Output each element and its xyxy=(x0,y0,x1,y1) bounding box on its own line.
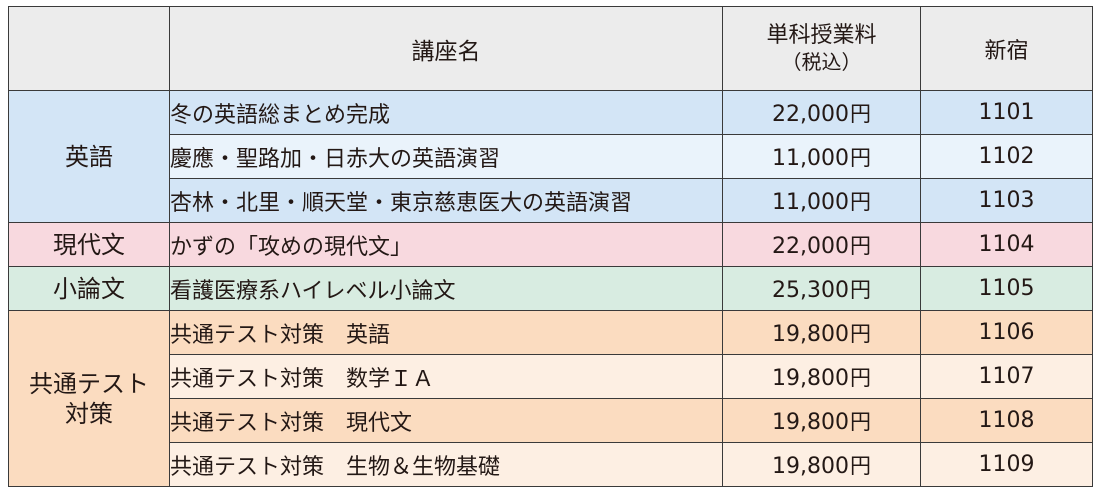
course-fee: 19,800円 xyxy=(722,354,921,399)
header-course-name: 講座名 xyxy=(169,6,723,91)
course-name: 慶應・聖路加・日赤大の英語演習 xyxy=(169,134,723,179)
category-common-test: 共通テスト 対策 xyxy=(8,310,170,487)
category-essay: 小論文 xyxy=(8,266,170,311)
course-name: 共通テスト対策 生物＆生物基礎 xyxy=(169,442,723,487)
header-location: 新宿 xyxy=(920,6,1093,91)
header-fee-label: 単科授業料 xyxy=(766,22,877,48)
course-fee-table: 講座名 単科授業料 （税込） 新宿 英語 冬の英語総まとめ完成 22,000円 … xyxy=(8,6,1093,487)
course-code: 1102 xyxy=(920,134,1093,179)
course-code: 1108 xyxy=(920,398,1093,443)
course-code: 1101 xyxy=(920,90,1093,135)
header-fee: 単科授業料 （税込） xyxy=(722,6,921,91)
table-row: 杏林・北里・順天堂・東京慈恵医大の英語演習 11,000円 1103 xyxy=(9,178,1093,223)
course-name: 共通テスト対策 数学ＩＡ xyxy=(169,354,723,399)
category-common-test-line2: 対策 xyxy=(65,399,113,428)
course-fee: 19,800円 xyxy=(722,310,921,355)
table-row: 共通テスト対策 生物＆生物基礎 19,800円 1109 xyxy=(9,442,1093,487)
table-row: 慶應・聖路加・日赤大の英語演習 11,000円 1102 xyxy=(9,134,1093,179)
course-name: 杏林・北里・順天堂・東京慈恵医大の英語演習 xyxy=(169,178,723,223)
header-category-cell xyxy=(8,6,170,91)
course-code: 1104 xyxy=(920,222,1093,267)
course-fee: 19,800円 xyxy=(722,442,921,487)
course-code: 1106 xyxy=(920,310,1093,355)
course-name: かずの「攻めの現代文」 xyxy=(169,222,723,267)
course-fee: 11,000円 xyxy=(722,178,921,223)
course-fee: 22,000円 xyxy=(722,222,921,267)
table-row: 共通テスト対策 現代文 19,800円 1108 xyxy=(9,398,1093,443)
course-code: 1107 xyxy=(920,354,1093,399)
table-row: 小論文 看護医療系ハイレベル小論文 25,300円 1105 xyxy=(8,266,1093,311)
table-row: 英語 冬の英語総まとめ完成 22,000円 1101 xyxy=(8,90,1093,223)
course-fee: 22,000円 xyxy=(722,90,921,135)
course-name: 冬の英語総まとめ完成 xyxy=(169,90,723,135)
table-row: 共通テスト 対策 共通テスト対策 英語 19,800円 1106 xyxy=(8,310,1093,487)
course-code: 1109 xyxy=(920,442,1093,487)
table-row: 現代文 かずの「攻めの現代文」 22,000円 1104 xyxy=(8,222,1093,267)
header-fee-tax-note: （税込） xyxy=(781,49,862,74)
category-modern-japanese: 現代文 xyxy=(8,222,170,267)
table-row: 共通テスト対策 数学ＩＡ 19,800円 1107 xyxy=(9,354,1093,399)
course-fee-table-wrapper: 講座名 単科授業料 （税込） 新宿 英語 冬の英語総まとめ完成 22,000円 … xyxy=(8,6,1093,487)
category-english: 英語 xyxy=(8,90,170,223)
course-name: 共通テスト対策 英語 xyxy=(169,310,723,355)
course-name: 看護医療系ハイレベル小論文 xyxy=(169,266,723,311)
category-common-test-line1: 共通テスト xyxy=(29,369,149,398)
table-header-row: 講座名 単科授業料 （税込） 新宿 xyxy=(8,6,1093,91)
course-name: 共通テスト対策 現代文 xyxy=(169,398,723,443)
course-fee: 25,300円 xyxy=(722,266,921,311)
course-code: 1105 xyxy=(920,266,1093,311)
course-code: 1103 xyxy=(920,178,1093,223)
course-fee: 11,000円 xyxy=(722,134,921,179)
course-fee: 19,800円 xyxy=(722,398,921,443)
